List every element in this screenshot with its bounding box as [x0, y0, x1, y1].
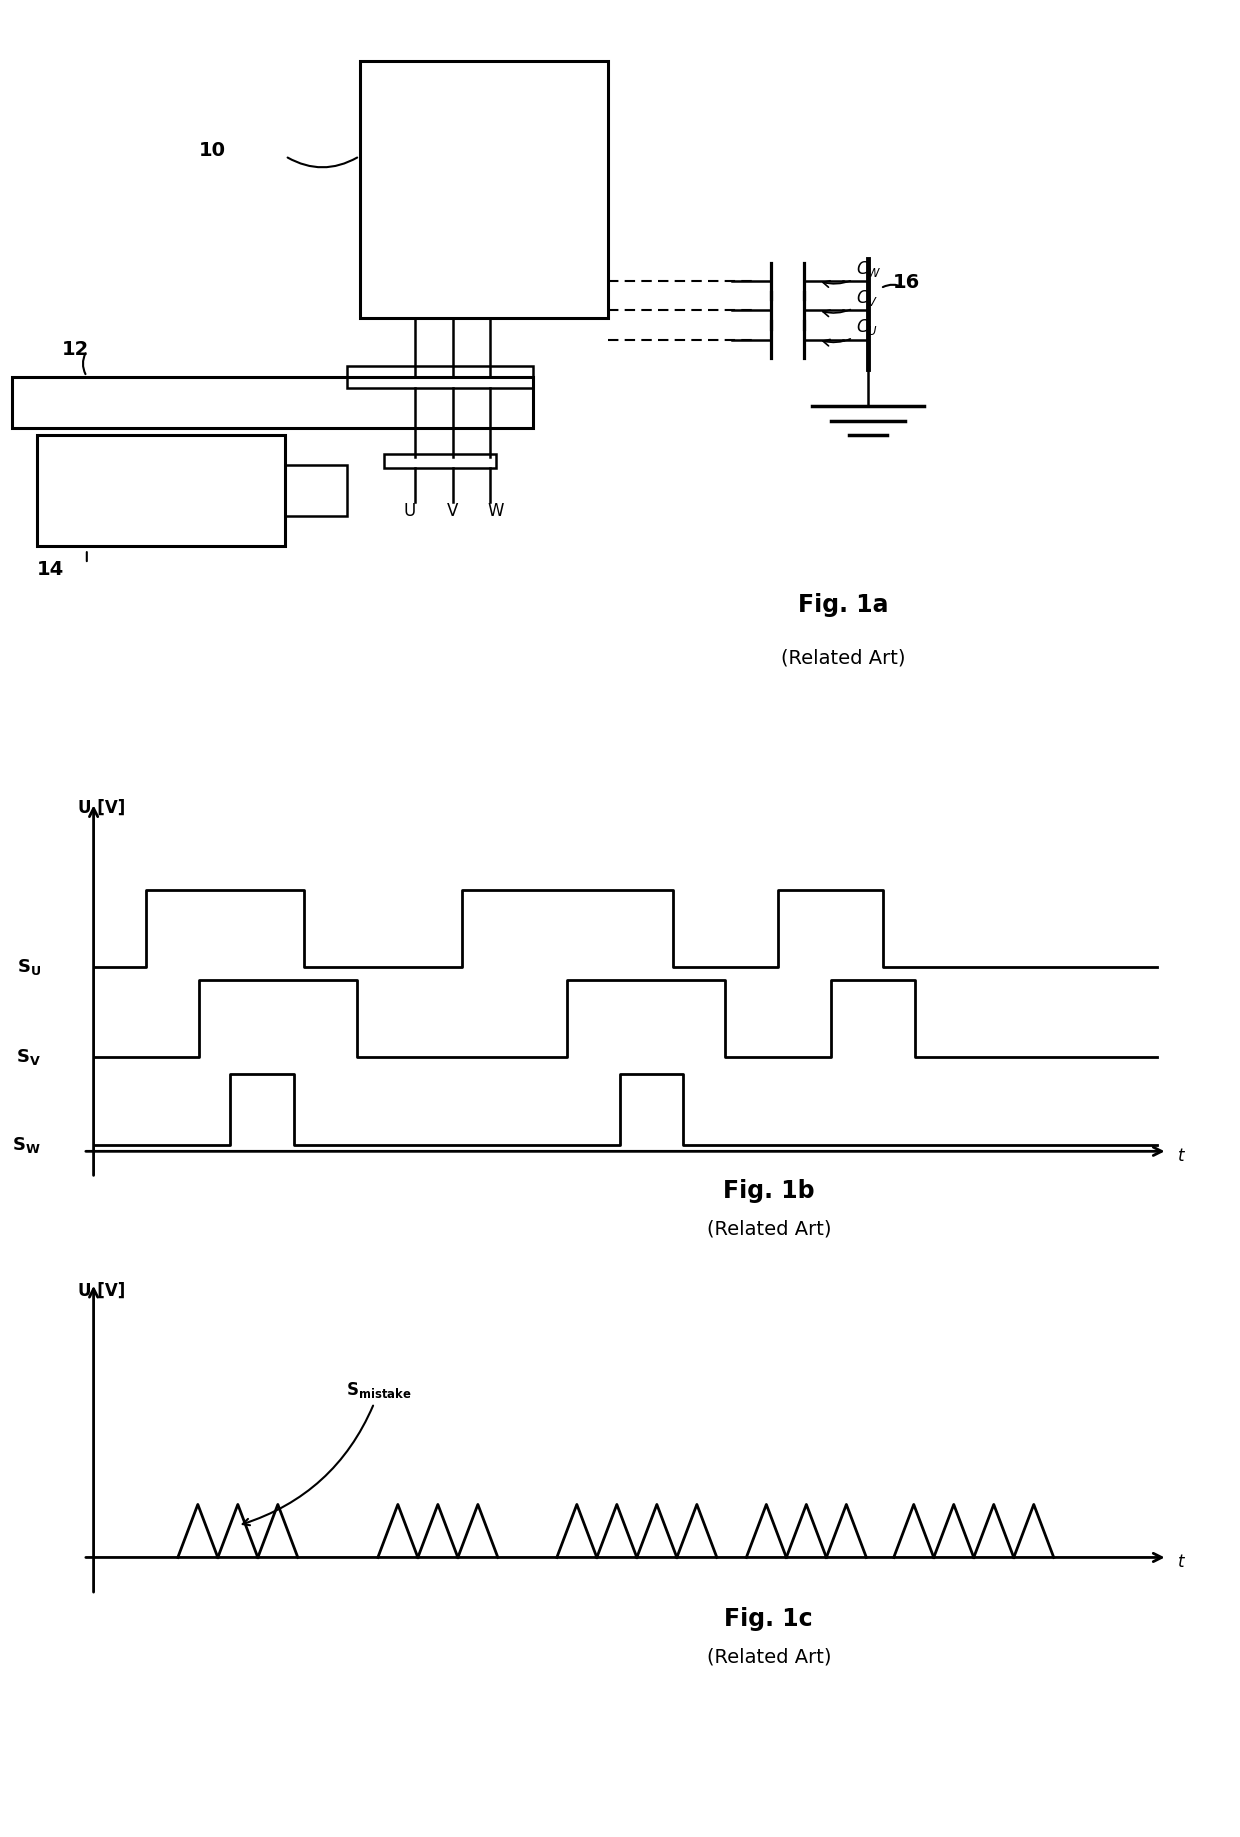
Text: (Related Art): (Related Art) [707, 1220, 831, 1238]
Text: t: t [1178, 1552, 1184, 1571]
Text: 14: 14 [37, 560, 64, 579]
Text: U [V]: U [V] [78, 1282, 125, 1299]
Text: t: t [1178, 1148, 1184, 1165]
Bar [384, 454, 496, 468]
Bar [360, 61, 608, 318]
Text: $\mathbf{S_V}$: $\mathbf{S_V}$ [16, 1047, 41, 1067]
Bar [285, 465, 347, 516]
Text: (Related Art): (Related Art) [707, 1648, 831, 1666]
Text: $\mathbf{S_{mistake}}$: $\mathbf{S_{mistake}}$ [243, 1380, 412, 1525]
Bar [347, 366, 533, 388]
Text: $C_U$: $C_U$ [823, 318, 878, 345]
Text: 12: 12 [62, 340, 89, 358]
Text: Fig. 1a: Fig. 1a [799, 593, 888, 617]
Text: Fig. 1c: Fig. 1c [724, 1607, 813, 1631]
Text: 16: 16 [893, 274, 920, 292]
Text: (Related Art): (Related Art) [781, 648, 905, 667]
Text: $C_V$: $C_V$ [823, 288, 878, 316]
Text: $\mathbf{S_U}$: $\mathbf{S_U}$ [17, 957, 41, 977]
Bar [12, 377, 533, 428]
Text: $C_W$: $C_W$ [823, 259, 882, 287]
Text: 10: 10 [198, 141, 226, 160]
Text: W: W [487, 502, 505, 520]
Bar [37, 435, 285, 546]
Text: V: V [446, 502, 459, 520]
Text: U [V]: U [V] [78, 799, 125, 816]
Text: Fig. 1b: Fig. 1b [723, 1179, 815, 1203]
Text: U: U [403, 502, 415, 520]
Text: $\mathbf{S_W}$: $\mathbf{S_W}$ [12, 1135, 41, 1155]
